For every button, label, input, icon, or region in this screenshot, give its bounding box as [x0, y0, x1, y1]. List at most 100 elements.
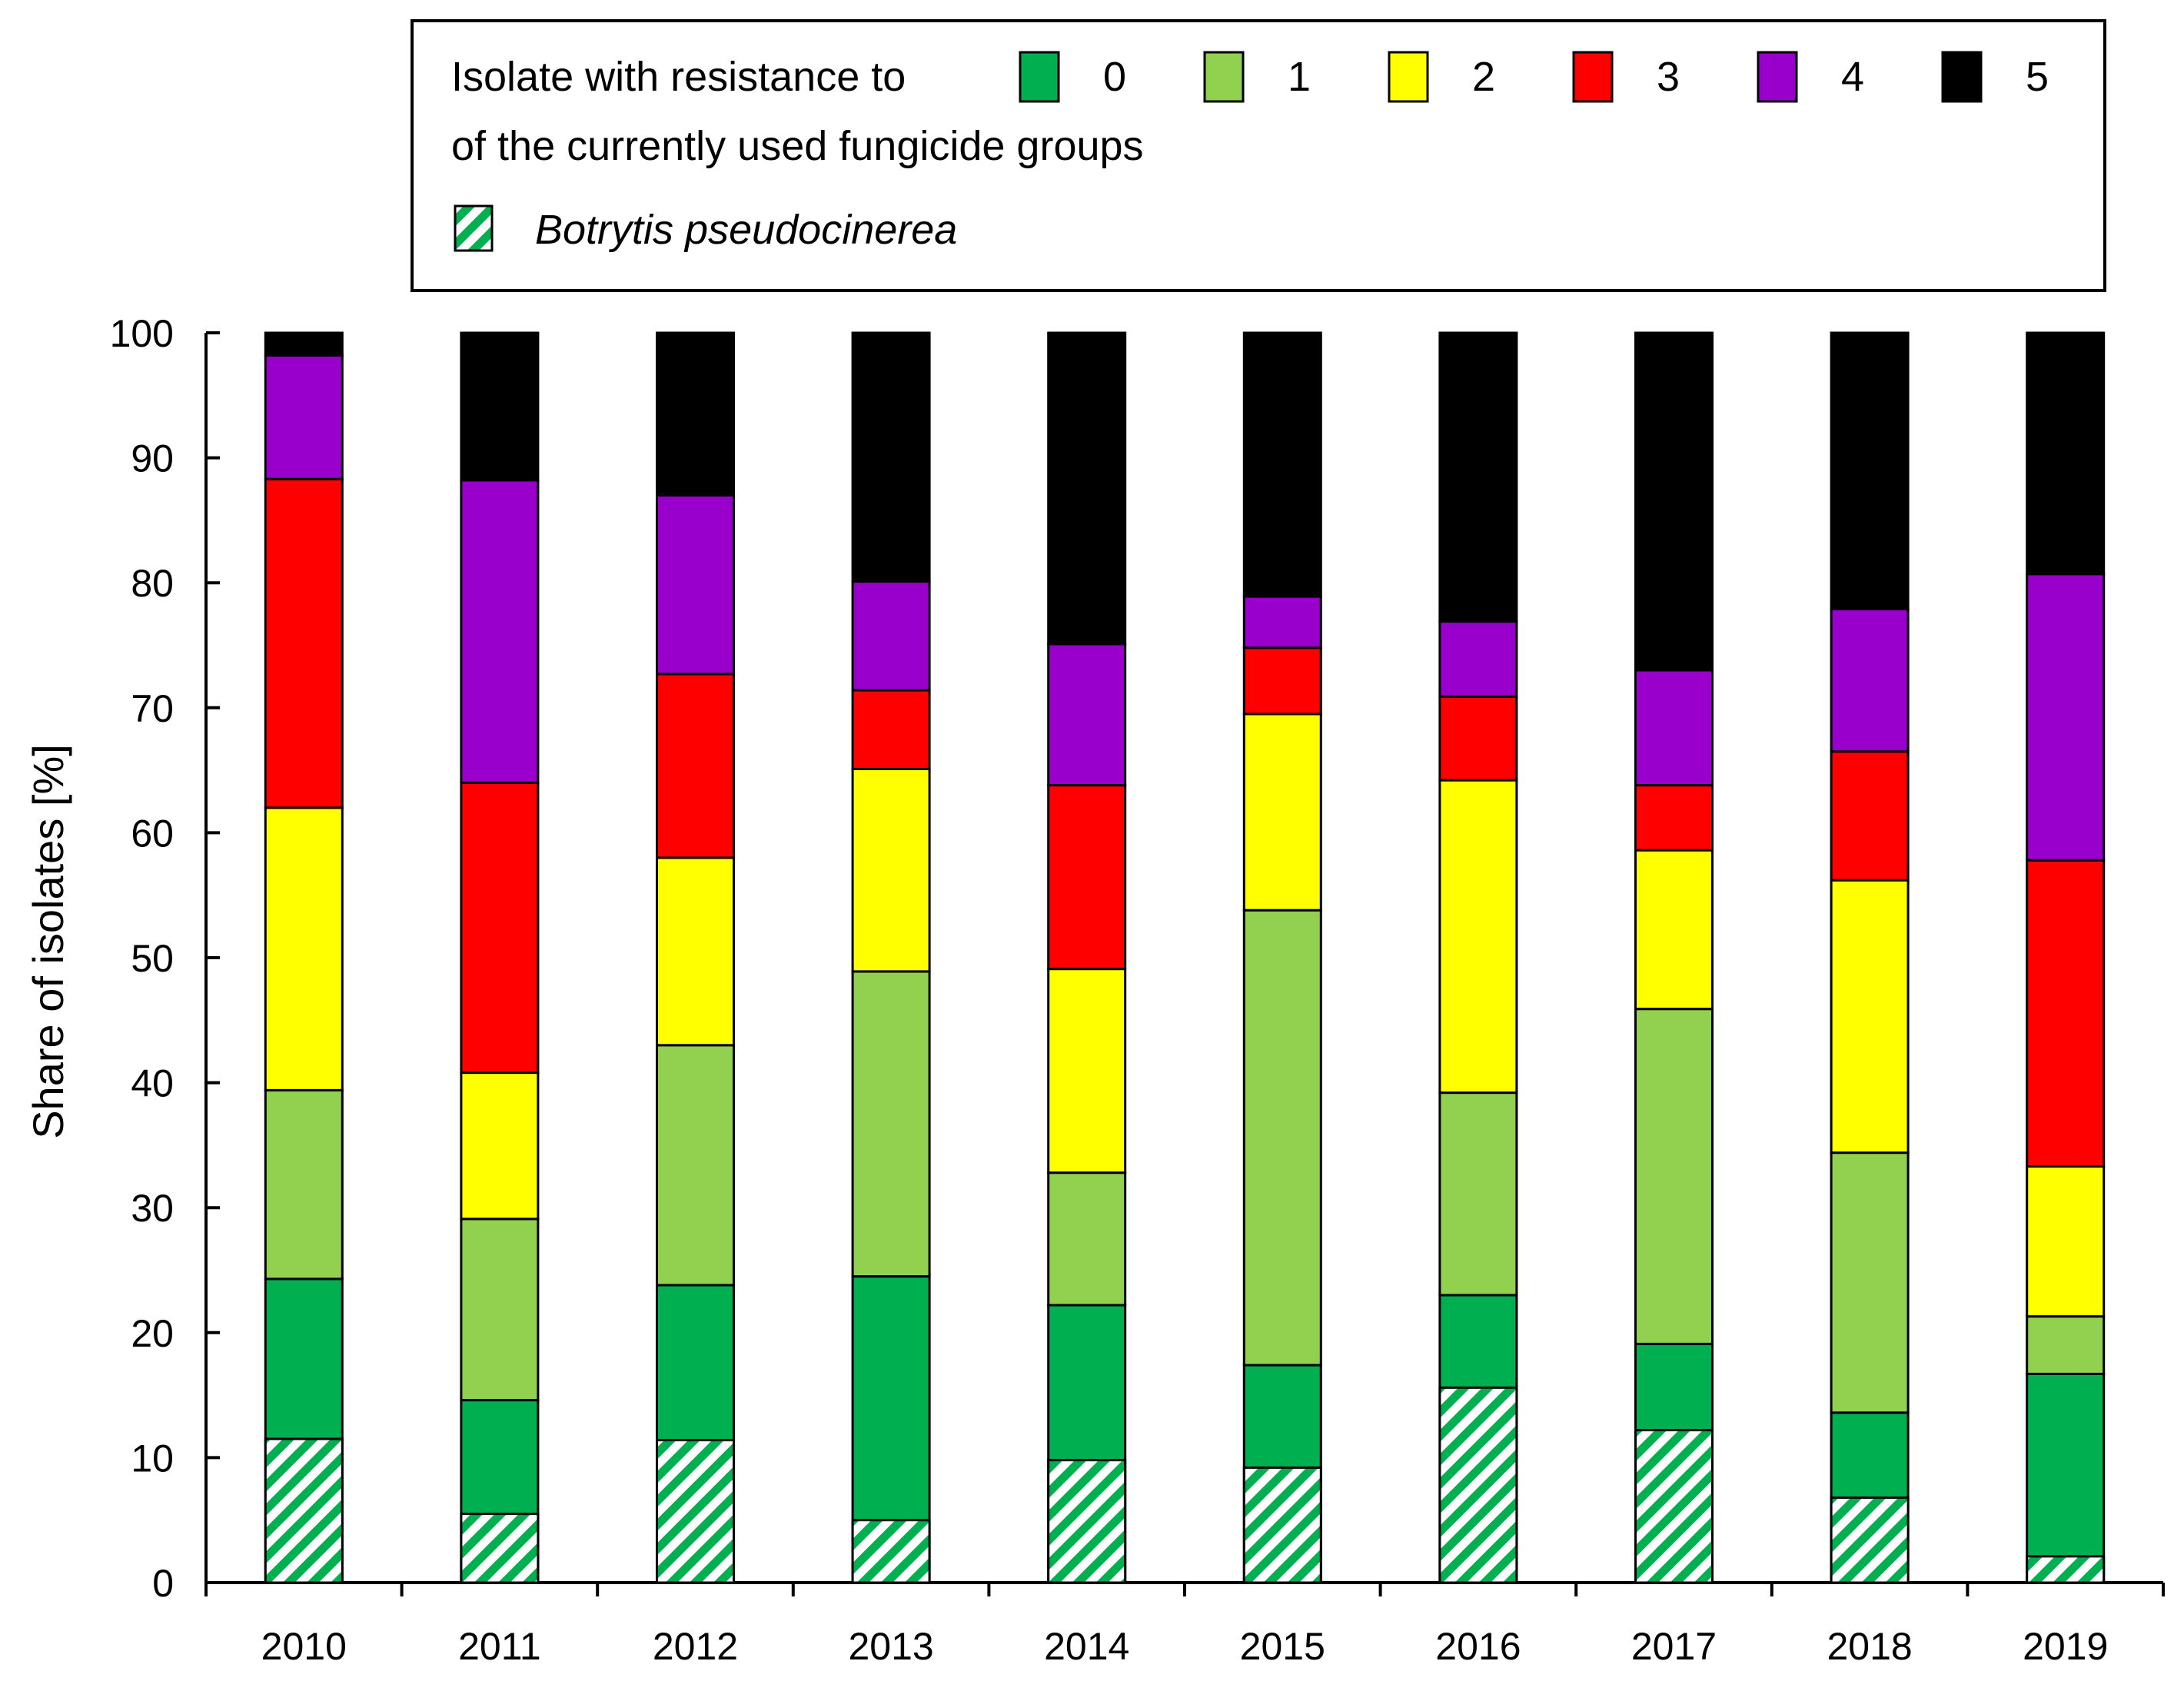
bar-segment-5 — [1047, 331, 1127, 646]
legend-title-line2: of the currently used fungicide groups — [451, 123, 1144, 169]
bar-segment-pseudocinerea — [1634, 1429, 1714, 1584]
bar-segment-1 — [1438, 1091, 1518, 1297]
legend-frame — [411, 19, 2106, 292]
legend-title-line1: Isolate with resistance to — [451, 54, 906, 100]
x-tick-label: 2018 — [1827, 1625, 1912, 1668]
x-tick-label: 2011 — [458, 1625, 541, 1668]
bar-segment-5 — [264, 331, 344, 357]
bar-segment-3 — [2026, 859, 2106, 1168]
legend-swatch-1 — [1203, 51, 1245, 103]
bar-segment-2 — [1242, 713, 1322, 912]
bar-stack-2015 — [1242, 331, 1322, 1584]
bar-segment-4 — [1242, 595, 1322, 649]
legend-label-3: 3 — [1657, 54, 1680, 100]
bar-segment-5 — [1438, 331, 1518, 623]
bar-segment-4 — [1830, 607, 1910, 753]
bars — [264, 331, 2106, 1584]
y-axis: 0 10 20 30 40 50 60 70 80 90 100 — [110, 312, 220, 1605]
bar-segment-1 — [851, 970, 931, 1278]
bar-segment-2 — [851, 767, 931, 973]
legend-label-2: 2 — [1472, 54, 1495, 100]
legend-label-0: 0 — [1103, 54, 1126, 100]
legend: Isolate with resistance to of the curren… — [411, 19, 2106, 292]
legend-swatch-4 — [1757, 51, 1798, 103]
legend-label-1: 1 — [1288, 54, 1311, 100]
bar-segment-2 — [1438, 779, 1518, 1095]
bar-segment-pseudocinerea — [2026, 1555, 2106, 1584]
bar-segment-2 — [264, 806, 344, 1091]
bar-segment-pseudocinerea — [851, 1519, 931, 1584]
bar-segment-2 — [1047, 968, 1127, 1174]
bar-segment-4 — [2026, 573, 2106, 862]
bar-segment-0 — [2026, 1372, 2106, 1584]
bar-stack-2018 — [1830, 331, 1910, 1584]
y-tick-label: 70 — [131, 687, 174, 730]
bar-segment-4 — [1438, 620, 1518, 698]
x-tick-label: 2016 — [1435, 1625, 1521, 1668]
x-tick-label: 2013 — [848, 1625, 933, 1668]
bar-segment-pseudocinerea — [460, 1513, 540, 1584]
bar-segment-1 — [1047, 1171, 1127, 1307]
legend-swatch-pseudocinerea — [454, 204, 494, 252]
bar-segment-pseudocinerea — [1047, 1459, 1127, 1584]
bar-segment-3 — [1047, 784, 1127, 971]
bar-segment-5 — [851, 331, 931, 583]
bar-segment-2 — [2026, 1165, 2106, 1318]
bar-stack-2012 — [656, 331, 735, 1584]
bar-segment-5 — [1830, 331, 1910, 610]
x-axis: 2010 2011 2012 2013 2014 2015 2016 2017 2018 2019 — [204, 1581, 2165, 1668]
legend-label-4: 4 — [1841, 54, 1864, 100]
bar-segment-5 — [1242, 331, 1322, 598]
bar-segment-2 — [1634, 849, 1714, 1011]
y-tick-label: 60 — [131, 812, 174, 855]
bar-segment-1 — [1634, 1008, 1714, 1345]
bar-segment-1 — [656, 1044, 735, 1287]
x-tick-label: 2012 — [653, 1625, 738, 1668]
y-tick-label: 40 — [131, 1062, 174, 1105]
bar-segment-5 — [656, 331, 735, 497]
x-tick-label: 2019 — [2023, 1625, 2108, 1668]
bar-segment-4 — [460, 479, 540, 784]
bar-segment-5 — [1634, 331, 1714, 672]
bar-segment-1 — [1830, 1151, 1910, 1414]
bar-segment-3 — [1634, 784, 1714, 852]
bar-segment-pseudocinerea — [1242, 1466, 1322, 1584]
bar-segment-pseudocinerea — [656, 1439, 735, 1584]
bar-stack-2011 — [460, 331, 540, 1584]
x-tick-label: 2015 — [1240, 1625, 1325, 1668]
y-tick-label: 10 — [131, 1437, 174, 1480]
y-tick-label: 80 — [131, 562, 174, 605]
bar-segment-1 — [460, 1218, 540, 1402]
bar-segment-5 — [460, 331, 540, 482]
bar-segment-5 — [2026, 331, 2106, 576]
bar-segment-3 — [460, 781, 540, 1075]
bar-stack-2014 — [1047, 331, 1127, 1584]
x-tick-label: 2014 — [1044, 1625, 1129, 1668]
bar-segment-4 — [264, 354, 344, 480]
bar-stack-2019 — [2026, 331, 2106, 1584]
y-tick-label: 50 — [131, 937, 174, 980]
bar-segment-4 — [656, 493, 735, 676]
bar-segment-2 — [656, 856, 735, 1047]
bar-segment-1 — [2026, 1315, 2106, 1375]
bar-segment-3 — [656, 673, 735, 859]
bar-segment-pseudocinerea — [1830, 1496, 1910, 1584]
legend-label-pseudocinerea: Botrytis pseudocinerea — [535, 207, 957, 253]
bar-segment-4 — [1634, 669, 1714, 787]
bar-segment-pseudocinerea — [264, 1437, 344, 1584]
legend-swatch-2 — [1388, 51, 1429, 103]
bar-stack-2010 — [264, 331, 344, 1584]
bar-segment-2 — [460, 1071, 540, 1221]
bar-stack-2017 — [1634, 331, 1714, 1584]
bar-segment-4 — [851, 580, 931, 692]
y-tick-label: 20 — [131, 1312, 174, 1355]
bar-segment-3 — [851, 689, 931, 770]
bar-stack-2016 — [1438, 331, 1518, 1584]
legend-swatch-0 — [1019, 51, 1060, 103]
bar-segment-3 — [1438, 695, 1518, 782]
bar-segment-3 — [1830, 750, 1910, 882]
bar-segment-pseudocinerea — [1438, 1386, 1518, 1584]
y-tick-label: 30 — [131, 1187, 174, 1230]
bar-segment-3 — [1242, 646, 1322, 716]
